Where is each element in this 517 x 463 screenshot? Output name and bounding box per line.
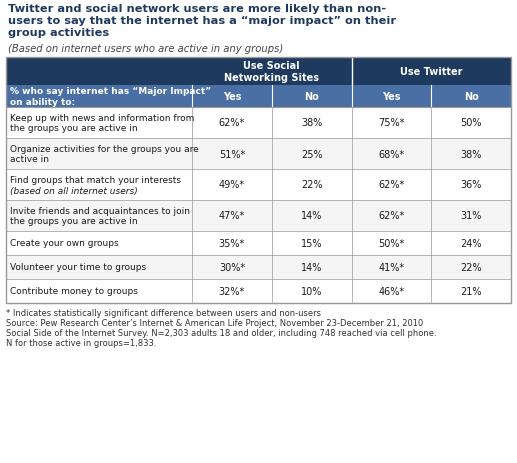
Text: 46%*: 46%* xyxy=(378,287,404,296)
Text: Volunteer your time to groups: Volunteer your time to groups xyxy=(10,263,146,272)
Text: 14%: 14% xyxy=(301,263,322,272)
Text: N for those active in groups=1,833.: N for those active in groups=1,833. xyxy=(6,338,157,347)
Text: 50%*: 50%* xyxy=(378,238,404,249)
Text: 62%*: 62%* xyxy=(378,211,404,221)
Text: * Indicates statistically significant difference between users and non-users: * Indicates statistically significant di… xyxy=(6,308,321,317)
Text: users to say that the internet has a “major impact” on their: users to say that the internet has a “ma… xyxy=(8,16,396,26)
Text: 38%: 38% xyxy=(461,149,482,159)
Text: 30%*: 30%* xyxy=(219,263,245,272)
Text: Invite friends and acquaintances to join
the groups you are active in: Invite friends and acquaintances to join… xyxy=(10,206,190,225)
Bar xyxy=(6,200,511,232)
Text: 62%*: 62%* xyxy=(219,118,245,128)
Text: % who say internet has “Major Impact”
on ability to:: % who say internet has “Major Impact” on… xyxy=(10,87,211,106)
Text: Keep up with news and information from
the groups you are active in: Keep up with news and information from t… xyxy=(10,113,194,133)
Text: Yes: Yes xyxy=(223,92,241,102)
Text: (based on all internet users): (based on all internet users) xyxy=(10,187,138,195)
Text: 15%: 15% xyxy=(301,238,323,249)
Text: Source: Pew Research Center’s Internet & American Life Project, November 23-Dece: Source: Pew Research Center’s Internet &… xyxy=(6,319,423,327)
Text: 49%*: 49%* xyxy=(219,180,245,190)
Bar xyxy=(6,108,511,139)
Text: (Based on internet users who are active in any groups): (Based on internet users who are active … xyxy=(8,44,283,54)
Text: 21%: 21% xyxy=(460,287,482,296)
Text: 38%: 38% xyxy=(301,118,322,128)
Text: Create your own groups: Create your own groups xyxy=(10,239,118,248)
Bar xyxy=(6,139,511,169)
Text: 68%*: 68%* xyxy=(378,149,404,159)
Text: 22%: 22% xyxy=(460,263,482,272)
Bar xyxy=(6,169,511,200)
Text: 41%*: 41%* xyxy=(378,263,404,272)
Text: Twitter and social network users are more likely than non-: Twitter and social network users are mor… xyxy=(8,4,386,14)
Text: 35%*: 35%* xyxy=(219,238,245,249)
Bar xyxy=(6,256,511,279)
Text: Use Twitter: Use Twitter xyxy=(400,67,463,77)
Text: 14%: 14% xyxy=(301,211,322,221)
Bar xyxy=(6,86,511,108)
Text: 31%: 31% xyxy=(461,211,482,221)
Text: 24%: 24% xyxy=(460,238,482,249)
Text: Contribute money to groups: Contribute money to groups xyxy=(10,287,138,296)
Text: No: No xyxy=(304,92,319,102)
Text: No: No xyxy=(464,92,479,102)
Text: 25%: 25% xyxy=(301,149,323,159)
Text: group activities: group activities xyxy=(8,28,109,38)
Bar xyxy=(6,58,511,303)
Text: 62%*: 62%* xyxy=(378,180,404,190)
Text: 32%*: 32%* xyxy=(219,287,245,296)
Text: 36%: 36% xyxy=(461,180,482,190)
Bar xyxy=(6,232,511,256)
Text: 22%: 22% xyxy=(301,180,323,190)
Bar xyxy=(6,58,511,86)
Bar xyxy=(6,279,511,303)
Text: 47%*: 47%* xyxy=(219,211,245,221)
Text: Use Social
Networking Sites: Use Social Networking Sites xyxy=(224,61,320,82)
Text: 50%: 50% xyxy=(460,118,482,128)
Text: Find groups that match your interests: Find groups that match your interests xyxy=(10,175,181,185)
Text: Social Side of the Internet Survey. N=2,303 adults 18 and older, including 748 r: Social Side of the Internet Survey. N=2,… xyxy=(6,328,437,337)
Text: Organize activities for the groups you are
active in: Organize activities for the groups you a… xyxy=(10,144,199,164)
Text: 51%*: 51%* xyxy=(219,149,245,159)
Text: 75%*: 75%* xyxy=(378,118,405,128)
Text: Yes: Yes xyxy=(382,92,401,102)
Text: 10%: 10% xyxy=(301,287,322,296)
